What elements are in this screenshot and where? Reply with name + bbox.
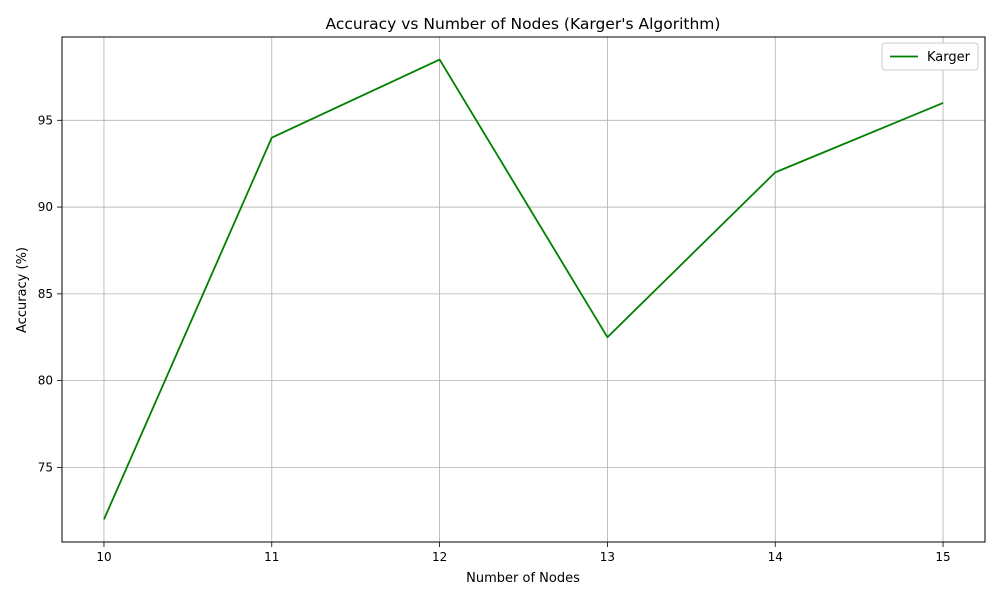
x-tick-label: 10 (96, 550, 111, 564)
y-tick-label: 90 (38, 200, 53, 214)
chart-title: Accuracy vs Number of Nodes (Karger's Al… (326, 15, 721, 33)
y-axis-label: Accuracy (%) (15, 247, 30, 333)
x-tick-label: 12 (432, 550, 447, 564)
y-tick-label: 80 (38, 374, 53, 388)
y-tick-label: 75 (38, 460, 53, 474)
x-tick-label: 14 (768, 550, 783, 564)
legend: Karger (881, 42, 979, 71)
y-tick-label: 95 (38, 113, 53, 127)
x-tick-label: 15 (935, 550, 950, 564)
series-line-karger (103, 58, 944, 520)
y-tick-label: 85 (38, 287, 53, 301)
axis-ticks: 10 11 12 13 14 15 75 80 85 90 95 (38, 113, 951, 564)
plot-frame (61, 36, 986, 543)
legend-label-karger: Karger (927, 50, 971, 65)
legend-box (881, 42, 979, 71)
x-tick-label: 13 (600, 550, 615, 564)
series-layer (103, 58, 944, 520)
x-axis-label: Number of Nodes (466, 571, 580, 586)
x-tick-label: 11 (264, 550, 279, 564)
grid-lines (62, 37, 985, 542)
